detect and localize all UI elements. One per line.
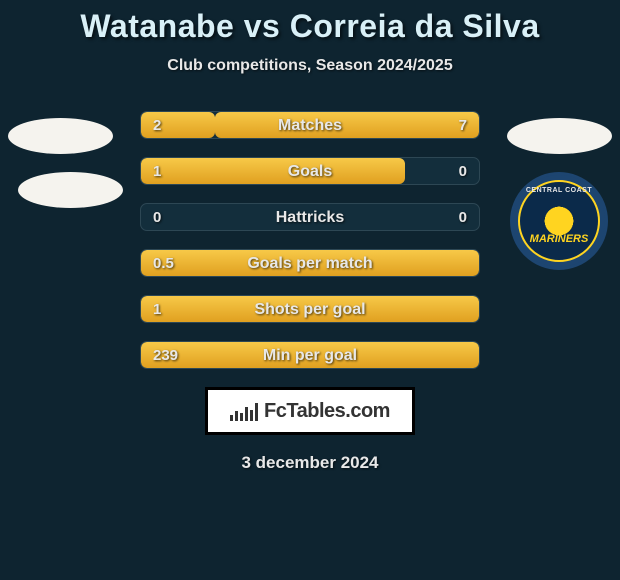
team-logo-top-text: CENTRAL COAST — [526, 187, 592, 194]
stat-row: 0.5Goals per match — [140, 249, 480, 277]
brand-chart-icon — [230, 401, 258, 421]
stat-row: 0Hattricks0 — [140, 203, 480, 231]
subtitle: Club competitions, Season 2024/2025 — [0, 57, 620, 75]
stats-list: 2Matches71Goals00Hattricks00.5Goals per … — [140, 111, 480, 369]
page-title: Watanabe vs Correia da Silva — [0, 8, 620, 45]
stat-label: Min per goal — [141, 342, 479, 369]
stat-label: Goals per match — [141, 250, 479, 277]
team-badge-left-2 — [18, 172, 123, 208]
team-logo-right: CENTRAL COAST MARINERS — [510, 172, 608, 270]
stat-row: 239Min per goal — [140, 341, 480, 369]
team-logo-name: MARINERS — [530, 233, 589, 245]
footer-brand: FcTables.com — [205, 387, 415, 435]
stat-label: Matches — [141, 112, 479, 139]
brand-text: FcTables.com — [264, 400, 390, 423]
stat-row: 1Goals0 — [140, 157, 480, 185]
stat-value-right: 0 — [459, 204, 467, 231]
comparison-card: Watanabe vs Correia da Silva Club compet… — [0, 0, 620, 473]
stat-row: 1Shots per goal — [140, 295, 480, 323]
stat-value-right: 0 — [459, 158, 467, 185]
stat-label: Goals — [141, 158, 479, 185]
date-text: 3 december 2024 — [0, 453, 620, 473]
team-badge-right-1 — [507, 118, 612, 154]
stat-row: 2Matches7 — [140, 111, 480, 139]
team-badge-left-1 — [8, 118, 113, 154]
stat-value-right: 7 — [459, 112, 467, 139]
stat-label: Hattricks — [141, 204, 479, 231]
stat-label: Shots per goal — [141, 296, 479, 323]
